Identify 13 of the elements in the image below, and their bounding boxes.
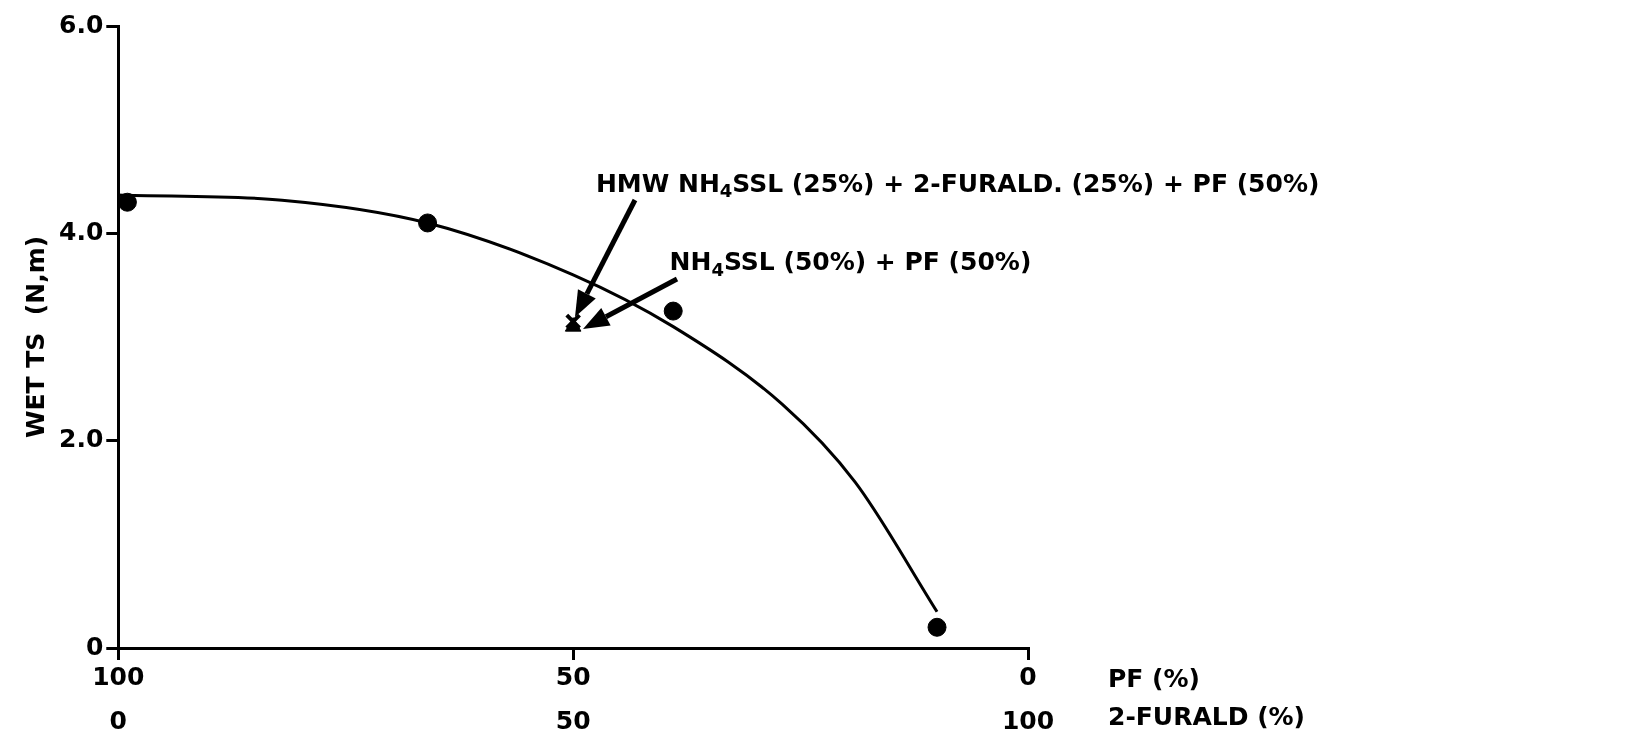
y-tick-label: 4.0 [58,216,104,246]
y-tick-label: 6.0 [58,9,104,39]
x-tick-label: 100 [92,661,145,691]
x-axis-title: PF (%) [1108,663,1201,693]
x-tick-label: 50 [555,661,591,691]
x-tick-label: 0 [1019,661,1037,691]
x2-tick-label: 0 [109,705,127,735]
x2-tick-label: 100 [1001,705,1055,735]
y-tick-label: 0 [85,631,104,661]
x2-tick-label: 50 [555,705,591,735]
y-tick-label: 2.0 [58,424,104,454]
x2-axis-title: 2-FURALD (%) [1108,701,1306,731]
y-axis-title: WET TS (N,m) [20,235,50,439]
